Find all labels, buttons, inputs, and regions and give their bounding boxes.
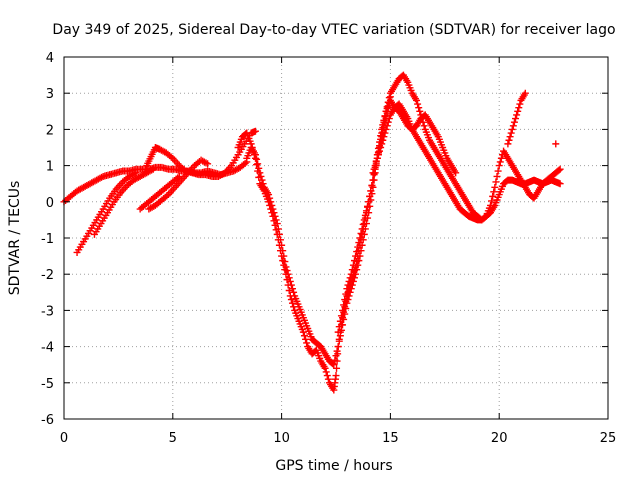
- y-tick-label: -4: [41, 341, 54, 356]
- y-tick-label: 0: [46, 196, 54, 211]
- y-tick-label: -3: [41, 304, 54, 319]
- x-tick-label: 20: [491, 431, 508, 446]
- y-tick-label: -5: [41, 377, 54, 392]
- sdtvar-chart: 0 5 10 15 20 25 -6 -5 -4 -3 -2 -1 0 1 2 3 4 Day 349 of 2…: [0, 0, 640, 480]
- x-tick-label: 15: [382, 431, 399, 446]
- y-tick-label: -6: [41, 413, 54, 428]
- x-tick-label: 10: [273, 431, 290, 446]
- x-tick-label: 0: [60, 431, 68, 446]
- y-tick-label: -2: [41, 268, 54, 283]
- y-tick-label: -1: [41, 232, 54, 247]
- y-tick-label: 3: [46, 87, 54, 102]
- y-tick-label: 4: [46, 51, 54, 66]
- x-tick-label: 25: [600, 431, 617, 446]
- chart-title: Day 349 of 2025, Sidereal Day-to-day VTE…: [52, 22, 615, 38]
- y-axis-label: SDTVAR / TECUs: [7, 181, 23, 296]
- y-tick-label: 1: [46, 160, 54, 175]
- x-axis-label: GPS time / hours: [275, 458, 392, 474]
- y-tick-label: 2: [46, 123, 54, 138]
- x-tick-label: 5: [169, 431, 177, 446]
- chart-background: [0, 0, 640, 480]
